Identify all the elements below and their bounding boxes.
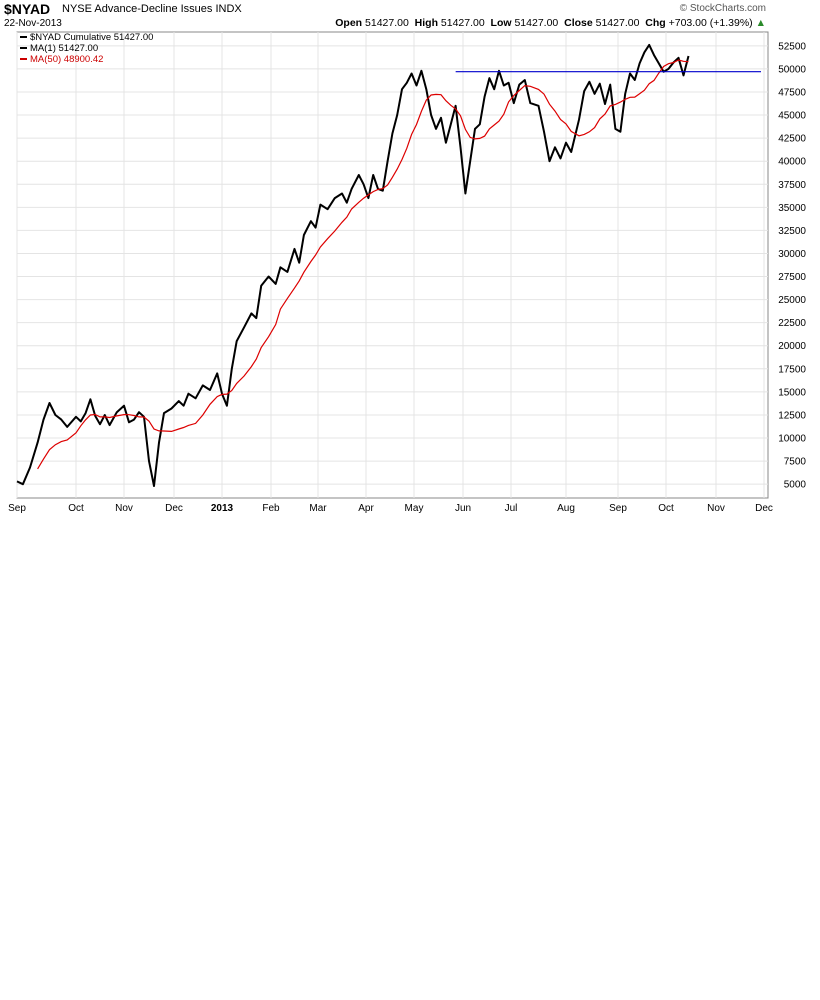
- chg-label: Chg: [645, 17, 666, 29]
- legend-label: MA(50) 48900.42: [30, 54, 103, 65]
- chart-date: 22-Nov-2013: [4, 18, 62, 29]
- x-tick-label: Nov: [115, 503, 133, 514]
- y-tick-label: 52500: [778, 41, 806, 52]
- exchange-label: INDX: [215, 3, 242, 15]
- y-tick-label: 25000: [778, 295, 806, 306]
- close-label: Close: [564, 17, 593, 29]
- high-label: High: [414, 17, 438, 29]
- x-tick-label: Jul: [505, 503, 518, 514]
- x-tick-label: Aug: [557, 503, 575, 514]
- y-tick-label: 20000: [778, 341, 806, 352]
- y-tick-label: 37500: [778, 180, 806, 191]
- ohlc-bar: Open 51427.00 High 51427.00 Low 51427.00…: [335, 17, 766, 29]
- x-tick-label: Apr: [358, 503, 374, 514]
- y-tick-label: 7500: [784, 457, 807, 468]
- y-tick-label: 50000: [778, 64, 806, 75]
- plot-area: [16, 31, 769, 499]
- chart-symbol: $NYAD: [4, 1, 51, 17]
- x-tick-label: Dec: [165, 503, 183, 514]
- y-tick-label: 40000: [778, 157, 806, 168]
- y-tick-label: 10000: [778, 434, 806, 445]
- y-tick-label: 22500: [778, 318, 806, 329]
- low-label: Low: [490, 17, 512, 29]
- x-tick-label: Jun: [455, 503, 471, 514]
- y-tick-label: 17500: [778, 364, 806, 375]
- chg-value: +703.00 (+1.39%): [668, 17, 753, 29]
- legend-label: $NYAD Cumulative 51427.00: [30, 32, 153, 43]
- index-name: NYSE Advance-Decline Issues: [62, 3, 213, 15]
- y-tick-label: 27500: [778, 272, 806, 283]
- x-tick-label: Feb: [262, 503, 280, 514]
- x-tick-label: Sep: [8, 503, 26, 514]
- y-tick-label: 45000: [778, 111, 806, 122]
- legend-label: MA(1) 51427.00: [30, 43, 98, 54]
- y-tick-label: 47500: [778, 87, 806, 98]
- y-tick-label: 15000: [778, 387, 806, 398]
- x-tick-label: Dec: [755, 503, 773, 514]
- chart-title: NYSE Advance-Decline Issues INDX: [62, 3, 242, 15]
- y-tick-label: 30000: [778, 249, 806, 260]
- open-value: 51427.00: [365, 17, 409, 29]
- up-arrow-icon: ▲: [755, 17, 766, 29]
- x-tick-label: Oct: [68, 503, 84, 514]
- x-tick-label: Mar: [309, 503, 327, 514]
- x-tick-label: Sep: [609, 503, 627, 514]
- x-tick-label: Oct: [658, 503, 674, 514]
- open-label: Open: [335, 17, 363, 29]
- ma50-line: [37, 59, 689, 470]
- y-tick-label: 42500: [778, 134, 806, 145]
- y-tick-label: 35000: [778, 203, 806, 214]
- x-tick-label: May: [405, 503, 424, 514]
- high-value: 51427.00: [440, 17, 485, 29]
- x-tick-label: Nov: [707, 503, 725, 514]
- watermark: © StockCharts.com: [679, 3, 766, 14]
- low-value: 51427.00: [514, 17, 559, 29]
- x-tick-label: 2013: [211, 503, 234, 514]
- y-tick-label: 5000: [784, 480, 807, 491]
- y-tick-label: 32500: [778, 226, 806, 237]
- close-value: 51427.00: [595, 17, 640, 29]
- y-tick-label: 12500: [778, 410, 806, 421]
